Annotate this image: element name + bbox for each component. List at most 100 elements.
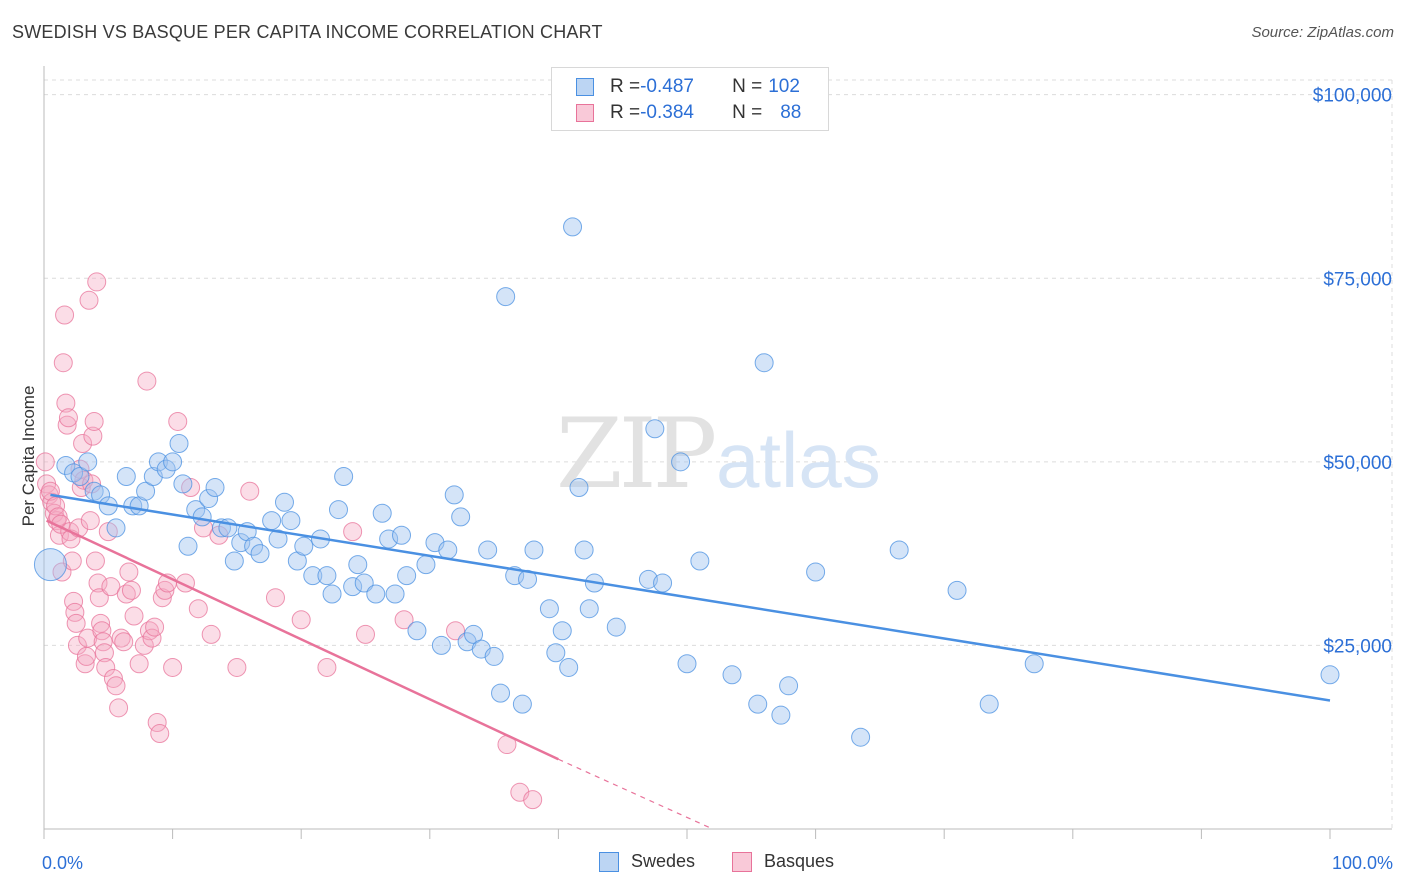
swedes-point: [224, 551, 244, 571]
swedes-point: [552, 621, 572, 641]
swedes-point: [231, 533, 251, 553]
basques-point: [188, 599, 208, 619]
swedes-point: [379, 529, 399, 549]
swedes-point: [496, 287, 516, 307]
basques-point: [394, 610, 414, 630]
basques-point: [56, 393, 76, 413]
basques-point: [150, 724, 170, 744]
basques-point: [109, 698, 129, 718]
y-axis-label: Per Capita Income: [19, 386, 38, 527]
n-value: 88: [780, 102, 802, 123]
swedes-point: [244, 536, 264, 556]
stats-row-basques: R = -0.384 N = 88: [576, 101, 801, 125]
swedes-legend-swatch: [599, 851, 619, 872]
swedes-point: [478, 540, 498, 560]
swedes-points: [33, 217, 1340, 747]
basques-point: [343, 522, 363, 542]
y-tick-label: $75,000: [1323, 269, 1392, 290]
swedes-point: [464, 624, 484, 644]
swedes-point: [163, 452, 183, 472]
n-value: 102: [768, 76, 800, 97]
y-tick-label: $25,000: [1323, 636, 1392, 657]
swedes-point: [84, 481, 104, 501]
swedes-point: [343, 577, 363, 597]
basques-point: [53, 353, 73, 373]
swedes-point: [851, 727, 871, 747]
swedes-point: [546, 643, 566, 663]
basques-point: [76, 646, 96, 666]
swedes-point: [451, 507, 471, 527]
swedes-point: [262, 511, 282, 531]
legend-item-swedes[interactable]: Swedes: [599, 851, 695, 872]
basques-point: [87, 272, 107, 292]
basques-point: [58, 408, 78, 428]
basques-point: [62, 551, 82, 571]
legend-label-basques: Basques: [764, 851, 835, 871]
swedes-point: [638, 569, 658, 589]
swedes-point: [539, 599, 559, 619]
basques-points: [35, 272, 543, 810]
swedes-point: [348, 555, 368, 575]
basques-point: [139, 621, 159, 641]
basques-point: [446, 621, 466, 641]
swedes-point: [372, 503, 392, 523]
swedes-point: [606, 617, 626, 637]
swedes-point: [677, 654, 697, 674]
basques-point: [66, 613, 86, 633]
y-tick-label: $50,000: [1323, 453, 1392, 474]
swedes-point: [722, 665, 742, 685]
basques-point: [111, 628, 131, 648]
swedes-point: [754, 353, 774, 373]
swedes-point: [771, 705, 791, 725]
swedes-point: [569, 478, 589, 498]
r-label: R =: [610, 76, 641, 97]
stats-legend: R = -0.487 N = 102 R = -0.384 N = 88: [551, 67, 829, 131]
trend-lines: [46, 493, 1331, 830]
basques-point: [44, 503, 64, 523]
stats-row-swedes: R = -0.487 N = 102: [576, 75, 800, 99]
basques-point: [91, 613, 111, 633]
swedes-point: [444, 485, 464, 505]
r-value: -0.384: [640, 102, 694, 123]
swedes-trend-line: [50, 493, 1331, 702]
basques-point: [103, 668, 123, 688]
basques-point: [119, 562, 139, 582]
swedes-point: [574, 540, 594, 560]
swedes-point: [889, 540, 909, 560]
basques-point: [240, 481, 260, 501]
basques-point: [147, 713, 167, 733]
swedes-point: [274, 492, 294, 512]
swedes-point: [366, 584, 386, 604]
basques-point: [94, 643, 114, 663]
swedes-point: [579, 599, 599, 619]
watermark: ZIP atlas: [556, 398, 881, 510]
basques-swatch: [576, 104, 594, 122]
swedes-point: [431, 635, 451, 655]
basques-point: [317, 657, 337, 677]
swedes-point: [392, 525, 412, 545]
swedes-point: [178, 536, 198, 556]
basques-point: [106, 676, 126, 696]
swedes-point: [116, 467, 136, 487]
swedes-point: [653, 573, 673, 593]
swedes-point: [779, 676, 799, 696]
n-label: N =: [732, 102, 763, 123]
series-legend: Swedes Basques: [0, 851, 1406, 879]
swedes-point: [1320, 665, 1340, 685]
swedes-point: [979, 694, 999, 714]
basques-point: [55, 305, 75, 325]
watermark-atlas: atlas: [716, 416, 881, 504]
y-tick-label: $100,000: [1313, 86, 1392, 107]
swedes-point: [416, 555, 436, 575]
swedes-point: [148, 452, 168, 472]
basques-point: [201, 624, 221, 644]
swedes-point: [205, 478, 225, 498]
swedes-point: [303, 566, 323, 586]
swedes-point: [106, 518, 126, 538]
basques-point: [134, 635, 154, 655]
legend-item-basques[interactable]: Basques: [732, 851, 834, 872]
basques-point: [121, 580, 141, 600]
swedes-point: [671, 452, 691, 472]
basques-trend-line: [46, 519, 559, 761]
